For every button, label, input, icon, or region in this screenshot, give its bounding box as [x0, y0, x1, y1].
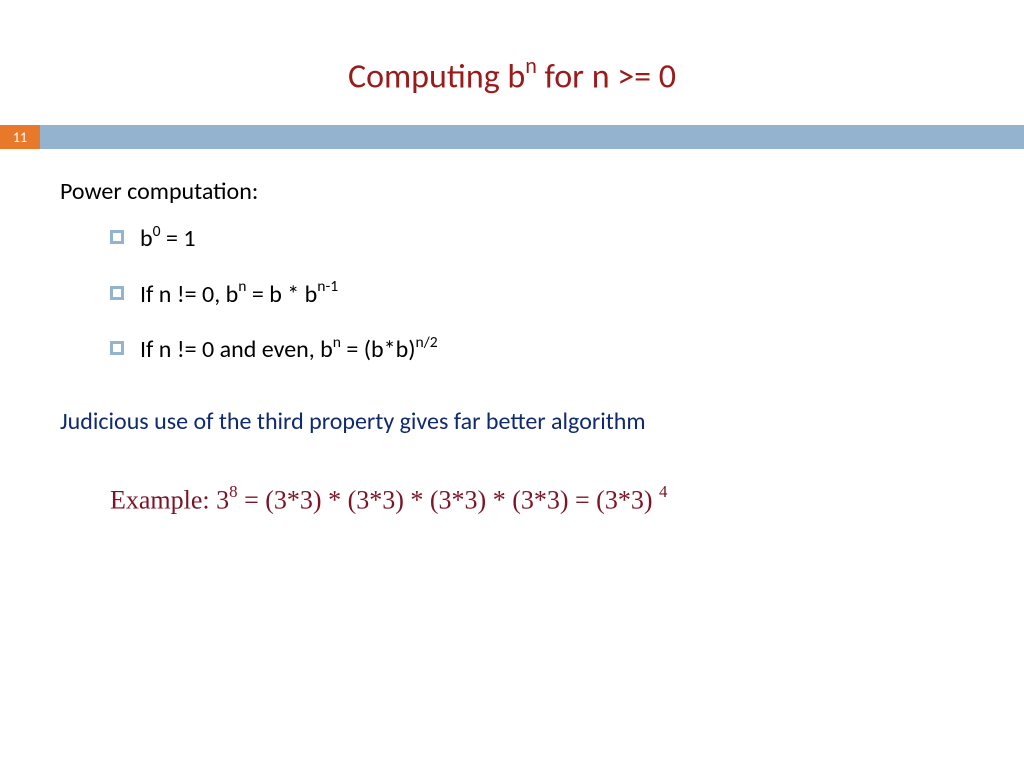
example-mid: = (3*3) * (3*3) * (3*3) * (3*3) = (3*3): [238, 485, 659, 514]
bullet-mid: = (b*b): [341, 335, 416, 364]
divider-fill: [40, 125, 1024, 149]
note-text: Judicious use of the third property give…: [60, 407, 964, 436]
bullet-text: If n != 0, bn = b * bn-1: [140, 278, 338, 311]
divider-bar: 11: [0, 125, 1024, 149]
bullet-item: If n != 0 and even, bn = (b*b)n/2: [110, 333, 964, 366]
example-sup1: 8: [229, 482, 237, 501]
bullet-sup: n: [238, 277, 246, 296]
bullet-sup2: n/2: [416, 333, 438, 352]
title-pre: Computing b: [348, 56, 525, 97]
bullet-marker-icon: [110, 286, 124, 300]
slide-title: Computing bn for n >= 0: [0, 0, 1024, 125]
bullet-sup: n: [333, 333, 341, 352]
bullet-marker-icon: [110, 341, 124, 355]
slide-number: 11: [0, 125, 40, 149]
bullet-list: b0 = 1 If n != 0, bn = b * bn-1 If n != …: [60, 222, 964, 366]
bullet-mid: = 1: [161, 224, 196, 253]
example-label: Example: 3: [110, 485, 229, 514]
example-sup2: 4: [659, 482, 667, 501]
bullet-marker-icon: [110, 230, 124, 244]
title-sup: n: [525, 52, 537, 79]
bullet-item: b0 = 1: [110, 222, 964, 255]
intro-text: Power computation:: [60, 177, 964, 206]
bullet-sup2: n-1: [317, 277, 338, 296]
bullet-text: If n != 0 and even, bn = (b*b)n/2: [140, 333, 438, 366]
slide-content: Power computation: b0 = 1 If n != 0, bn …: [0, 149, 1024, 515]
example-text: Example: 38 = (3*3) * (3*3) * (3*3) * (3…: [60, 484, 964, 516]
bullet-text: b0 = 1: [140, 222, 195, 255]
bullet-sup: 0: [153, 222, 161, 241]
title-post: for n >= 0: [537, 56, 676, 97]
bullet-pre: If n != 0 and even, b: [140, 335, 333, 364]
bullet-item: If n != 0, bn = b * bn-1: [110, 278, 964, 311]
bullet-pre: b: [140, 224, 153, 253]
bullet-pre: If n != 0, b: [140, 280, 238, 309]
bullet-mid: = b * b: [246, 280, 317, 309]
